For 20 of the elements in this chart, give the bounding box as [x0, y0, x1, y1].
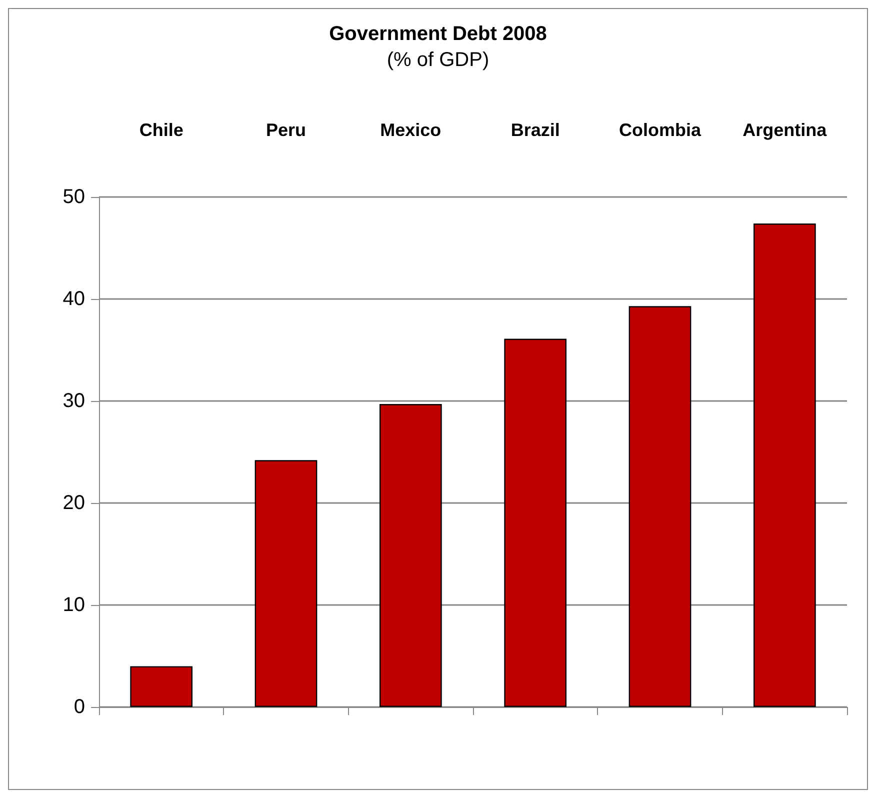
bar: [380, 404, 442, 707]
x-tick-label: Peru: [266, 120, 306, 140]
x-tick-label: Brazil: [510, 120, 560, 140]
x-tick-label: Chile: [139, 120, 184, 140]
x-tick-label: Argentina: [742, 120, 828, 140]
bar: [628, 306, 692, 707]
y-tick-label: 40: [62, 288, 85, 310]
y-tick-label: 0: [74, 696, 85, 718]
y-tick-label: 30: [62, 390, 85, 412]
y-tick-label: 50: [62, 186, 85, 208]
chart-subtitle: (% of GDP): [386, 49, 490, 71]
y-tick-label: 20: [62, 492, 85, 514]
chart-title: Government Debt 2008: [329, 23, 547, 45]
bar: [754, 224, 816, 707]
bar: [130, 666, 192, 707]
bar: [504, 338, 566, 707]
y-tick-label: 10: [62, 594, 85, 616]
bar: [254, 460, 318, 707]
x-tick-label: Colombia: [618, 120, 702, 140]
x-tick-label: Mexico: [380, 120, 442, 140]
